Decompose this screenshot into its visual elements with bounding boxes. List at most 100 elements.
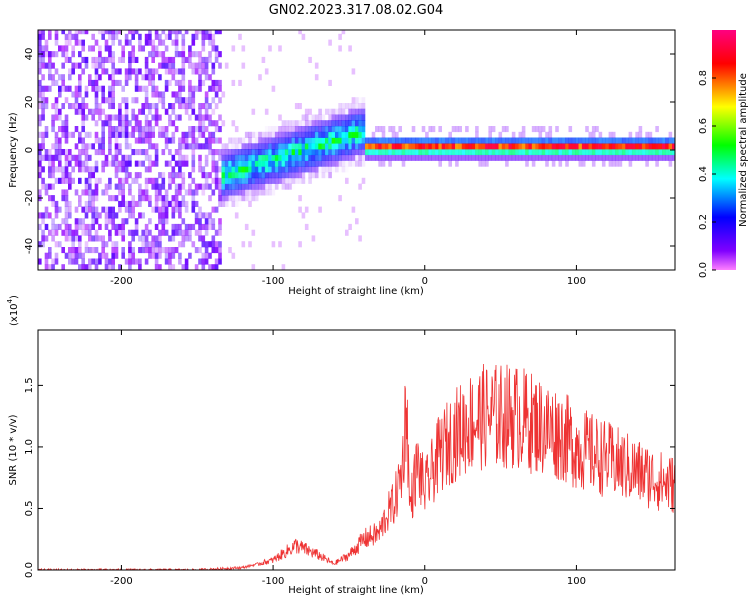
heatmap-cell [191,126,196,133]
heatmap-cell [121,45,125,52]
heatmap-cell [44,51,49,58]
heatmap-cell [231,149,236,156]
heatmap-cell [611,154,616,161]
heatmap-cell [84,223,89,230]
heatmap-cell [258,74,262,81]
heatmap-cell [158,126,162,133]
heatmap-cell [201,212,206,219]
heatmap-cell [198,85,202,92]
heatmap-cell [178,79,182,86]
heatmap-cell [284,131,289,138]
heatmap-cell [218,258,222,265]
y-tick-label: 0.0 [24,562,35,578]
heatmap-cell [338,45,342,52]
heatmap-cell [98,74,102,81]
heatmap-cell [641,149,646,156]
heatmap-cell [148,200,152,207]
heatmap-cell [178,143,182,150]
heatmap-cell [88,154,92,161]
heatmap-cell [111,74,115,81]
heatmap-cell [284,126,289,133]
heatmap-cell [111,85,115,92]
heatmap-cell [214,258,219,265]
heatmap-cell [134,126,139,133]
heatmap-cell [171,229,176,236]
heatmap-cell [298,149,302,156]
heatmap-cell [325,166,329,173]
heatmap-cell [81,120,85,127]
heatmap-cell [164,229,169,236]
heatmap-cell [94,149,99,156]
heatmap-cell [108,212,112,219]
heatmap-cell [304,120,309,127]
heatmap-cell [231,252,236,259]
heatmap-cell [608,137,613,144]
heatmap-cell [201,39,206,46]
heatmap-cell [304,206,309,213]
heatmap-cell [351,137,356,144]
heatmap-cell [358,120,362,127]
heatmap-cell [405,143,409,150]
heatmap-cell [151,143,155,150]
heatmap-cell [211,85,216,92]
heatmap-cell [271,126,276,133]
heatmap-cell [288,131,292,138]
heatmap-cell [578,137,583,144]
heatmap-cell [178,68,182,75]
heatmap-cell [68,212,72,219]
heatmap-cell [54,114,59,121]
heatmap-cell [274,143,279,150]
heatmap-cell [124,177,129,184]
heatmap-cell [51,143,55,150]
heatmap-cell [158,218,162,225]
heatmap-cell [398,137,402,144]
heatmap-cell [91,45,95,52]
heatmap-cell [528,149,533,156]
heatmap-cell [124,200,129,207]
heatmap-cell [211,154,216,161]
heatmap-cell [84,212,89,219]
heatmap-cell [81,108,85,115]
heatmap-cell [211,235,216,242]
heatmap-cell [174,149,179,156]
heatmap-cell [278,166,282,173]
heatmap-cell [98,51,102,58]
heatmap-cell [154,195,159,202]
heatmap-cell [628,160,633,167]
heatmap-cell [151,74,155,81]
heatmap-cell [144,68,149,75]
heatmap-cell [108,74,112,81]
heatmap-cell [188,172,192,179]
heatmap-cell [74,160,79,167]
heatmap-cell [391,154,396,161]
heatmap-cell [81,56,85,63]
heatmap-cell [154,200,159,207]
heatmap-cell [321,154,326,161]
heatmap-cell [621,137,626,144]
heatmap-cell [161,56,166,63]
heatmap-cell [208,114,212,121]
heatmap-cell [288,120,292,127]
heatmap-cell [241,62,246,69]
heatmap-cell [248,154,252,161]
heatmap-cell [274,160,279,167]
heatmap-cell [61,195,65,202]
heatmap-cell [154,30,159,35]
heatmap-cell [248,166,252,173]
heatmap-cell [428,143,432,150]
heatmap-cell [438,137,442,144]
heatmap-cell [101,241,105,248]
heatmap-cell [284,183,289,190]
heatmap-cell [94,68,99,75]
heatmap-cell [88,258,92,265]
heatmap-cell [128,68,132,75]
heatmap-cell [304,223,309,230]
heatmap-cell [371,137,376,144]
heatmap-cell [208,223,212,230]
heatmap-cell [181,154,186,161]
heatmap-cell [355,126,359,133]
heatmap-cell [284,172,289,179]
heatmap-cell [174,229,179,236]
heatmap-cell [131,235,135,242]
